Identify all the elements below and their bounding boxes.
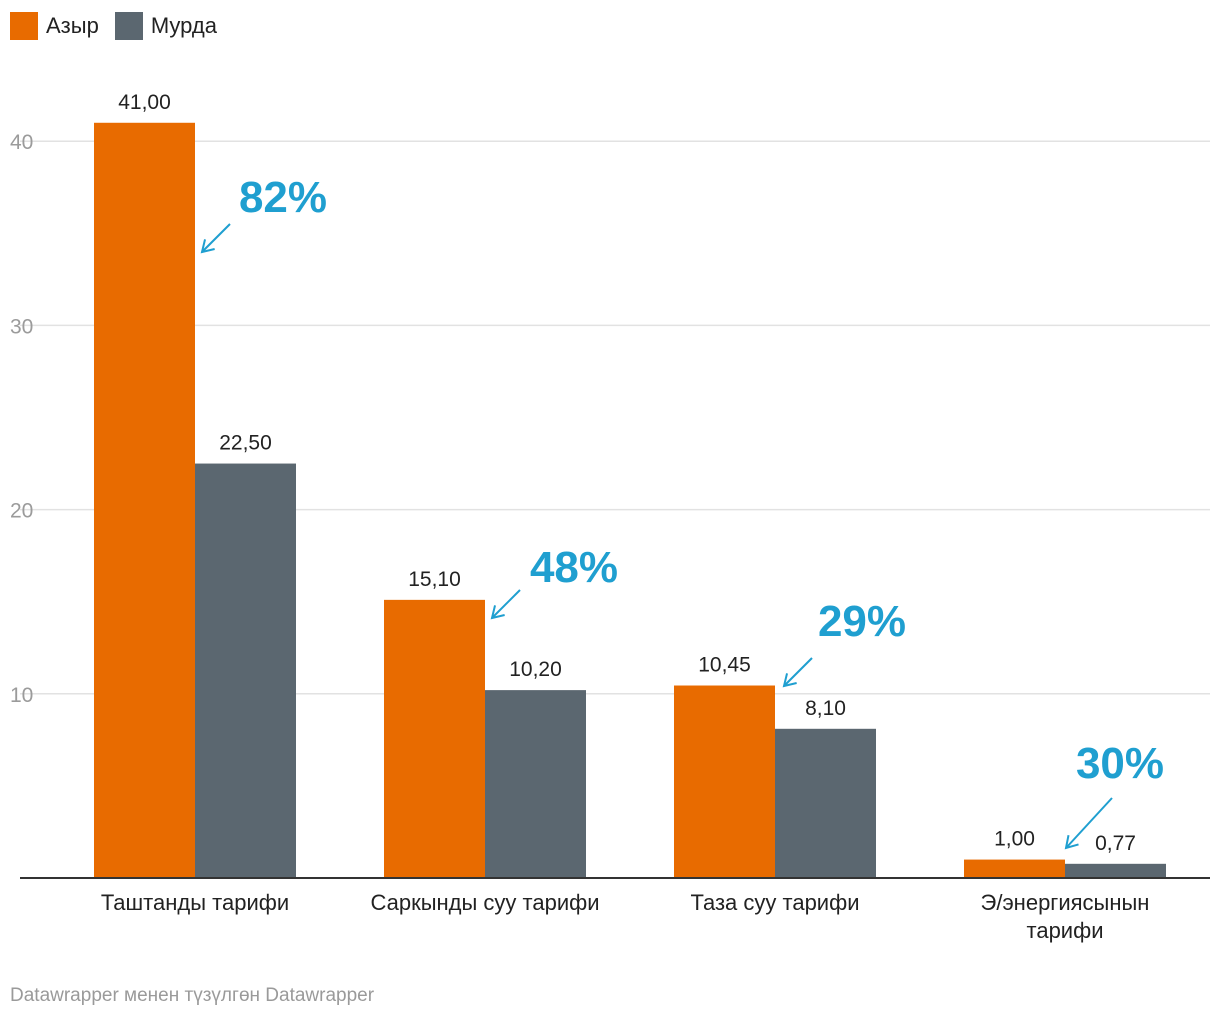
y-tick-label: 10 bbox=[10, 684, 33, 707]
bar-previous bbox=[775, 728, 876, 878]
bar-current bbox=[964, 859, 1065, 878]
annotation-arrow-line bbox=[201, 223, 231, 253]
x-category-label: Таза суу тарифи bbox=[691, 890, 860, 915]
bar-value-label: 22,50 bbox=[219, 432, 272, 455]
x-category-label: тарифи bbox=[1027, 918, 1104, 943]
legend-label-previous: Мурда bbox=[150, 13, 217, 38]
annotation-arrow-head bbox=[782, 673, 797, 688]
legend-swatch-current bbox=[10, 12, 38, 40]
bar-previous bbox=[485, 690, 586, 878]
bar-current bbox=[674, 685, 775, 878]
legend-swatch-previous bbox=[114, 12, 143, 40]
percent-annotation: 30% bbox=[1076, 739, 1164, 788]
legend-item-previous: Мурда bbox=[114, 12, 217, 40]
percent-annotation: 29% bbox=[818, 597, 906, 646]
bar-value-label: 41,00 bbox=[118, 91, 171, 114]
annotation-arrow-line bbox=[1065, 797, 1113, 849]
y-tick-label: 40 bbox=[10, 131, 33, 154]
x-category-label: Э/энергиясынын bbox=[981, 890, 1150, 915]
bar-previous bbox=[195, 463, 296, 878]
annotation-arrow-line bbox=[783, 657, 813, 687]
legend: Азыр Мурда bbox=[10, 12, 233, 40]
bar-value-label: 10,20 bbox=[509, 658, 562, 681]
bar-value-label: 10,45 bbox=[698, 654, 751, 677]
y-tick-label: 20 bbox=[10, 500, 33, 523]
x-category-label: Саркынды суу тарифи bbox=[370, 890, 599, 915]
annotation-arrow-head bbox=[200, 239, 215, 254]
bar-previous bbox=[1065, 863, 1166, 878]
percent-annotation: 48% bbox=[530, 543, 618, 592]
bar-current bbox=[384, 599, 485, 878]
bar-value-label: 1,00 bbox=[994, 828, 1035, 851]
credit-text: Datawrapper менен түзүлгөн Datawrapper bbox=[10, 985, 375, 1006]
bar-current bbox=[94, 122, 195, 878]
annotation-arrow-head bbox=[1064, 835, 1079, 850]
legend-label-current: Азыр bbox=[46, 13, 99, 38]
annotation-arrow-line bbox=[491, 589, 521, 619]
annotation-arrow-head bbox=[490, 605, 505, 620]
bar-value-label: 8,10 bbox=[805, 697, 846, 720]
bar-value-label: 0,77 bbox=[1095, 832, 1136, 855]
bar-value-label: 15,10 bbox=[408, 568, 461, 591]
percent-annotation: 82% bbox=[239, 173, 327, 222]
y-tick-label: 30 bbox=[10, 315, 33, 338]
legend-item-current: Азыр bbox=[10, 12, 99, 40]
x-category-label: Таштанды тарифи bbox=[101, 890, 289, 915]
